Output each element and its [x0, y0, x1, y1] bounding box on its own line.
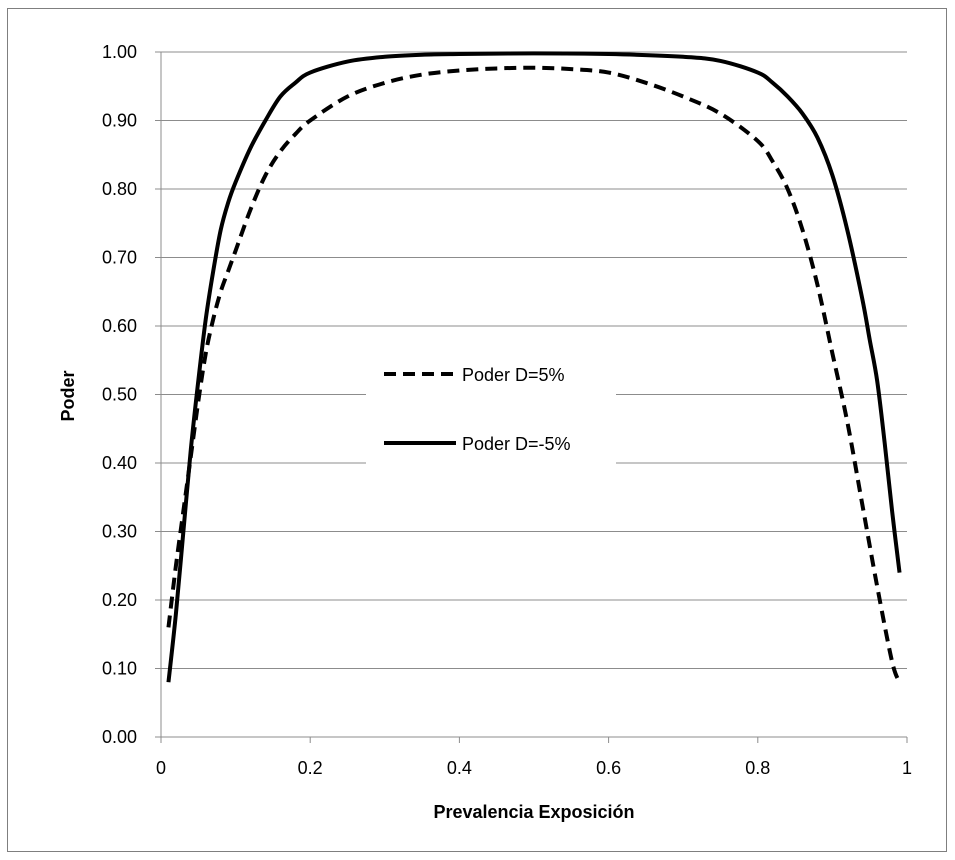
- y-tick-label: 0.50: [102, 385, 137, 405]
- y-tick-label: 1.00: [102, 42, 137, 62]
- y-tick-label: 0.30: [102, 522, 137, 542]
- series-line-d-minus-5: [166, 51, 902, 683]
- series-lines: [166, 51, 902, 683]
- series-line-d-plus-5: [166, 65, 902, 683]
- legend: Poder D=5% Poder D=-5%: [366, 343, 616, 468]
- y-tick-label: 0.40: [102, 453, 137, 473]
- x-tick-label: 1: [902, 758, 912, 778]
- x-tick-label: 0.8: [745, 758, 770, 778]
- y-tick-label: 0.10: [102, 659, 137, 679]
- axes: 0.000.100.200.300.400.500.600.700.800.90…: [102, 42, 912, 778]
- y-axis-title: Poder: [58, 370, 78, 421]
- y-tick-label: 0.90: [102, 111, 137, 131]
- y-tick-label: 0.00: [102, 727, 137, 747]
- y-tick-label: 0.60: [102, 316, 137, 336]
- x-tick-label: 0.4: [447, 758, 472, 778]
- x-tick-label: 0.6: [596, 758, 621, 778]
- legend-label-d-plus-5: Poder D=5%: [462, 365, 565, 385]
- legend-label-d-minus-5: Poder D=-5%: [462, 434, 571, 454]
- x-tick-label: 0.2: [298, 758, 323, 778]
- y-tick-label: 0.80: [102, 179, 137, 199]
- x-axis-title: Prevalencia Exposición: [433, 802, 634, 822]
- y-tick-label: 0.20: [102, 590, 137, 610]
- x-tick-label: 0: [156, 758, 166, 778]
- legend-background: [366, 343, 616, 468]
- y-tick-label: 0.70: [102, 248, 137, 268]
